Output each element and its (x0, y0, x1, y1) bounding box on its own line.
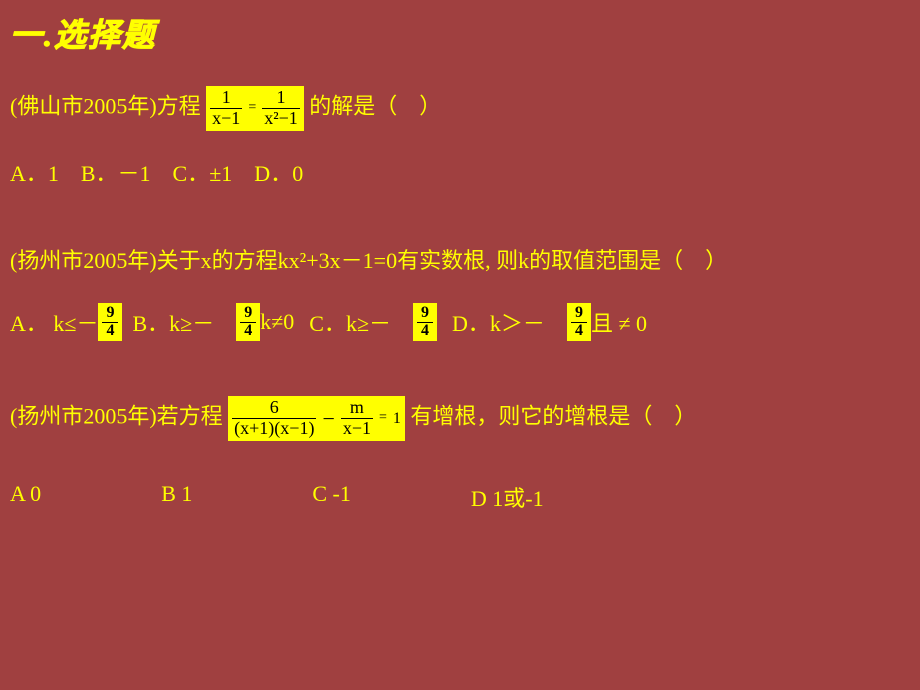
q1-choices: A．1 B．－1 C．±1 D．0 (10, 156, 910, 188)
q1-suffix: 的解是（ ） (309, 93, 441, 118)
q3-suffix: 有增根，则它的增根是（ ） (410, 404, 696, 429)
q1-prefix: (佛山市2005年)方程 (10, 93, 201, 118)
q2-c-pre: C．k≥－ (309, 306, 413, 338)
q2-fc-num: 9 (417, 305, 433, 323)
q1-eq-op: = (248, 97, 256, 119)
q1-frac-right: 1 x²−1 (262, 88, 300, 129)
q1-left-den: x−1 (210, 109, 242, 129)
q3-t2-den: x−1 (341, 419, 373, 439)
q2-d-pre: D．k＞－ (452, 306, 567, 338)
q2-c-frac: 9 4 (413, 303, 437, 342)
q3-minus: − (322, 401, 334, 436)
q2-fd-den: 4 (571, 323, 587, 340)
q2-b-frac: 9 4 (236, 303, 260, 342)
q3-choice-a: A 0 (10, 481, 41, 513)
q2-d-frac: 9 4 (567, 303, 591, 342)
q3-eq: = (379, 407, 387, 429)
q3-frac2: m x−1 (341, 398, 373, 439)
q2-choice-c: C．k≥－ 9 4 (309, 303, 437, 342)
q3-t1-num: 6 (232, 398, 316, 419)
q2-a-pre: A． k≤－ (10, 306, 98, 338)
q2-fd-num: 9 (571, 305, 587, 323)
q2-fb-den: 4 (240, 323, 256, 340)
q1-frac-left: 1 x−1 (210, 88, 242, 129)
q3-equation: 6 (x+1)(x−1) − m x−1 = 1 (228, 396, 405, 441)
q2-fc-den: 4 (417, 323, 433, 340)
question-2: (扬州市2005年)关于x的方程kx²+3x－1=0有实数根, 则k的取值范围是… (10, 243, 910, 278)
q2-choice-a: A． k≤－ 9 4 (10, 303, 122, 342)
q2-fa-den: 4 (102, 323, 118, 340)
q1-equation: 1 x−1 = 1 x²−1 (206, 86, 304, 131)
q2-fb-num: 9 (240, 305, 256, 323)
q3-choice-b: B 1 (161, 481, 192, 513)
q2-b-pre: B．k≥－ (132, 306, 236, 338)
q2-a-frac: 9 4 (98, 303, 122, 342)
q2-choice-b: B．k≥－ 9 4 k≠0 (132, 303, 294, 342)
q2-d-post: 且 ≠ 0 (591, 306, 647, 338)
q1-left-num: 1 (210, 88, 242, 109)
q3-prefix: (扬州市2005年)若方程 (10, 404, 223, 429)
q2-choices: A． k≤－ 9 4 B．k≥－ 9 4 k≠0 C．k≥－ 9 4 (10, 303, 910, 342)
q3-t2-num: m (341, 398, 373, 419)
q3-choice-c: C -1 (312, 481, 351, 513)
q3-choices: A 0 B 1 C -1 D 1或-1 (10, 481, 910, 513)
q1-right-num: 1 (262, 88, 300, 109)
q2-choice-d: D．k＞－ 9 4 且 ≠ 0 (452, 303, 647, 342)
q3-t1-den: (x+1)(x−1) (232, 419, 316, 439)
section-title: 一.选择题 (10, 10, 910, 56)
q2-b-post: k≠0 (260, 309, 294, 335)
q3-rhs: 1 (393, 406, 401, 432)
question-1: (佛山市2005年)方程 1 x−1 = 1 x²−1 的解是（ ） (10, 86, 910, 131)
q3-choice-d: D 1或-1 (471, 481, 544, 513)
question-3: (扬州市2005年)若方程 6 (x+1)(x−1) − m x−1 = 1 有… (10, 396, 910, 441)
q3-frac1: 6 (x+1)(x−1) (232, 398, 316, 439)
q1-right-den: x²−1 (262, 109, 300, 129)
q2-fa-num: 9 (102, 305, 118, 323)
